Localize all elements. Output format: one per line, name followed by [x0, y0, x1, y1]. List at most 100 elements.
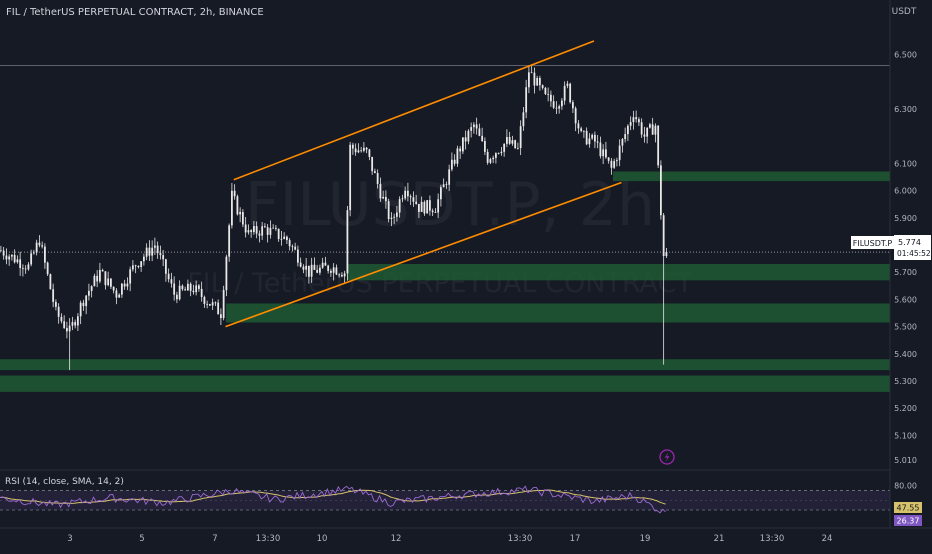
candle-body — [374, 171, 376, 174]
rsi-sma-tag-text: 47.55 — [897, 504, 920, 513]
candle-body — [79, 302, 82, 317]
candle-body — [517, 147, 519, 149]
horizontal-lines — [0, 65, 890, 253]
candle-body — [396, 212, 398, 217]
candle-body — [187, 283, 189, 291]
candle-body — [88, 290, 90, 296]
candle-body — [530, 72, 533, 74]
candle-body — [195, 285, 198, 293]
candle-body — [349, 144, 352, 211]
rsi-pane[interactable] — [0, 485, 890, 514]
candle-body — [222, 290, 225, 319]
candle-body — [16, 259, 19, 263]
candle-body — [255, 226, 258, 234]
candle-body — [27, 264, 30, 270]
candle-body — [393, 216, 396, 218]
candle-body — [398, 199, 401, 213]
time-tick-label: 10 — [317, 534, 328, 544]
candle-body — [321, 262, 324, 268]
candle-body — [198, 285, 200, 289]
candle-body — [209, 304, 211, 306]
time-axis[interactable]: 3 5 7 13:30 10 12 13:30 17 19 21 13:30 24 — [0, 527, 932, 544]
candle-body — [528, 72, 530, 88]
candle-body — [145, 247, 148, 257]
price-tick-label: 5.900 — [894, 214, 917, 223]
candle-body — [253, 226, 255, 233]
candles — [0, 64, 668, 371]
candle-body — [302, 266, 305, 270]
candle-body — [35, 242, 38, 253]
candle-body — [437, 199, 440, 213]
candle-body — [244, 224, 247, 233]
candle-body — [464, 137, 467, 142]
candle-body — [500, 151, 503, 154]
candle-body — [404, 190, 407, 199]
rsi-sma-line — [0, 489, 666, 505]
candle-body — [275, 227, 277, 229]
candle-body — [44, 246, 46, 263]
price-tick-label: 5.300 — [894, 377, 917, 386]
candle-body — [154, 245, 156, 248]
candle-body — [613, 161, 616, 168]
price-tag-box — [894, 235, 931, 260]
candle-body — [660, 165, 662, 216]
candle-body — [57, 306, 60, 317]
candle-body — [0, 250, 2, 252]
candle-body — [60, 316, 63, 322]
candle-body — [541, 85, 544, 88]
candle-body — [2, 250, 5, 256]
rsi-value-tag-text: 26.37 — [897, 517, 920, 526]
candle-body — [577, 123, 580, 129]
candle-body — [288, 240, 291, 247]
candle-body — [415, 201, 418, 204]
candle-body — [561, 100, 563, 107]
candle-body — [338, 274, 341, 276]
candle-body — [429, 200, 431, 211]
channel-line-lower[interactable] — [225, 181, 622, 328]
candle-body — [148, 247, 151, 256]
candle-body — [605, 149, 607, 158]
time-tick-label: 5 — [139, 534, 144, 544]
candle-body — [297, 249, 299, 263]
channel-line-upper[interactable] — [233, 40, 595, 181]
candle-body — [189, 283, 192, 291]
candle-body — [167, 273, 170, 280]
candle-body — [511, 140, 514, 144]
candle-body — [624, 134, 627, 140]
rsi-value-tag-box — [894, 515, 922, 526]
candle-body — [599, 142, 602, 157]
candle-body — [508, 137, 511, 144]
lightning-icon[interactable] — [659, 449, 675, 465]
candle-body — [71, 322, 74, 326]
candle-body — [24, 268, 27, 270]
candle-body — [151, 247, 154, 256]
time-tick-label: 21 — [714, 534, 725, 544]
candle-body — [665, 252, 668, 257]
candle-body — [459, 148, 462, 152]
candle-body — [401, 198, 404, 200]
trend-channel[interactable] — [225, 40, 622, 328]
candle-body — [74, 322, 77, 326]
time-tick-label: 13:30 — [760, 534, 785, 544]
candle-body — [269, 227, 272, 235]
candle-body — [442, 184, 445, 188]
candle-body — [283, 236, 286, 239]
price-tick-label: 5.400 — [894, 350, 917, 359]
candle-body — [627, 125, 629, 135]
candle-body — [107, 278, 110, 286]
price-tick-label: 5.500 — [894, 323, 917, 332]
candle-body — [176, 294, 178, 300]
candle-body — [137, 265, 140, 267]
candle-body — [30, 253, 33, 265]
candle-body — [448, 169, 451, 185]
candle-body — [123, 283, 126, 287]
candle-body — [580, 128, 583, 132]
candle-body — [506, 137, 508, 144]
candle-body — [99, 270, 101, 282]
candle-body — [470, 127, 473, 131]
time-tick-label: 13:30 — [256, 534, 281, 544]
candle-body — [514, 140, 517, 149]
candle-body — [203, 296, 206, 304]
